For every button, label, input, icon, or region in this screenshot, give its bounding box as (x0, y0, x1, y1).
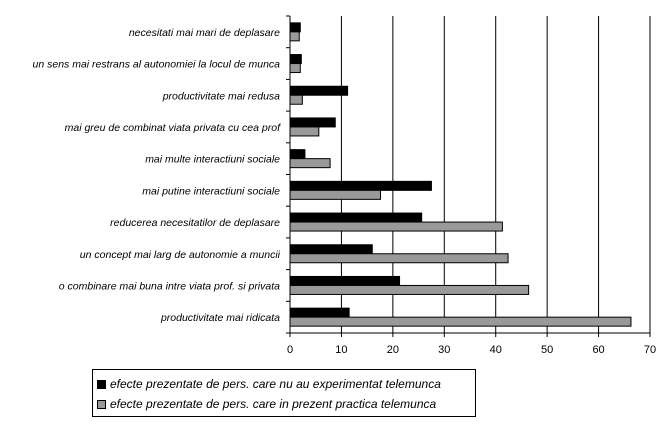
bar-series-2-cat-1 (289, 31, 300, 42)
bar-series-2-cat-9 (289, 284, 530, 295)
bar-series-2-cat-7 (289, 221, 503, 232)
x-tick-labels: 0 10 20 30 40 50 60 70 (287, 344, 656, 356)
x-tick-label-70: 70 (644, 344, 656, 356)
bar-series-1-cat-5 (289, 149, 306, 160)
bar-series-1-cat-10 (289, 307, 350, 318)
category-label-8: un concept mai larg de autonomie a munci… (80, 249, 281, 261)
category-label-2: un sens mai restrans al autonomiei la lo… (33, 59, 281, 71)
bar-series-2-cat-10 (289, 316, 632, 327)
bar-series-2-cat-8 (289, 253, 509, 264)
category-label-4: mai greu de combinat viata privata cu ce… (65, 122, 281, 134)
bar-series-1-cat-8 (289, 244, 373, 255)
bar-series-2-cat-6 (289, 189, 382, 200)
bar-series-2-cat-4 (289, 126, 320, 137)
x-tick-label-10: 10 (335, 344, 347, 356)
bar-series-1-cat-6 (289, 180, 432, 191)
legend-label-series-2: efecte prezentate de pers. care in preze… (110, 397, 437, 411)
category-label-9: o combinare mai buna intre viata prof. s… (59, 280, 280, 292)
category-label-6: mai putine interactiuni sociale (142, 185, 280, 197)
x-tick-label-20: 20 (387, 344, 399, 356)
legend-swatch-series-2 (97, 399, 106, 409)
x-tick-label-30: 30 (438, 344, 450, 356)
bar-series-2-cat-3 (289, 94, 303, 105)
x-tick-label-60: 60 (592, 344, 604, 356)
category-label-10: productivitate mai ridicata (160, 312, 280, 324)
legend-swatch-series-1 (97, 379, 106, 389)
bar-series-1-cat-7 (289, 212, 423, 223)
bar-series-1-cat-3 (289, 85, 349, 96)
axes (286, 15, 651, 337)
category-label-5: mai multe interactiuni sociale (145, 154, 280, 166)
bar-series-1-cat-2 (289, 54, 302, 65)
bar-series-1-cat-4 (289, 117, 336, 128)
legend-item-series-1: efecte prezentate de pers. care nu au ex… (97, 376, 441, 392)
x-tick-label-40: 40 (490, 344, 502, 356)
legend-item-series-2: efecte prezentate de pers. care in preze… (97, 396, 436, 412)
legend: efecte prezentate de pers. care nu au ex… (92, 369, 476, 417)
category-label-7: reducerea necesitatilor de deplasare (110, 217, 280, 229)
bar-series-1-cat-1 (289, 22, 301, 33)
bar-series-2-cat-2 (289, 63, 301, 74)
category-labels: necesitati mai mari de deplasare un sens … (33, 27, 282, 324)
bar-series-1-cat-9 (289, 275, 401, 286)
category-label-3: productivitate mai redusa (162, 90, 280, 102)
x-tick-label-50: 50 (541, 344, 553, 356)
plot-area (340, 16, 651, 333)
category-label-1: necesitati mai mari de deplasare (129, 27, 280, 39)
legend-label-series-1: efecte prezentate de pers. care nu au ex… (110, 377, 441, 391)
x-tick-label-0: 0 (287, 344, 293, 356)
bar-series-2-cat-5 (289, 158, 331, 169)
